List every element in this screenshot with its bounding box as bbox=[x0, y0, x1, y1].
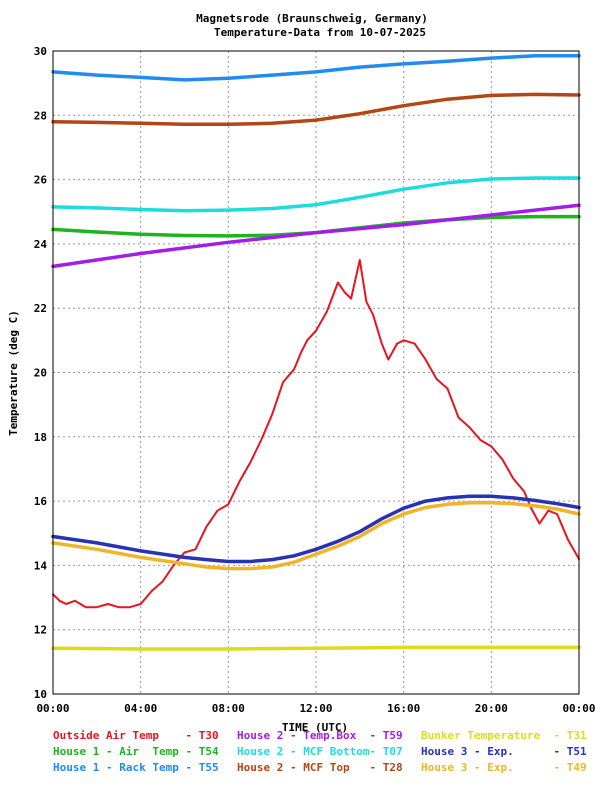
series-line-t59 bbox=[51, 203, 581, 269]
series-line-t31 bbox=[51, 645, 581, 651]
series-line-t30 bbox=[52, 259, 580, 609]
y-axis-label: Temperature (deg C) bbox=[7, 310, 20, 436]
legend-item: House 3 - Exp. - T49 bbox=[421, 761, 587, 774]
y-tick-label: 22 bbox=[34, 302, 47, 315]
x-tick-label: 00:00 bbox=[36, 702, 69, 715]
tick-labels: 10 12 14 16 18 20 22 24 26 28 30 00:00 04:00 08:00 12:… bbox=[34, 45, 596, 715]
y-tick-label: 26 bbox=[34, 174, 48, 187]
y-tick-label: 30 bbox=[34, 45, 47, 58]
x-tick-label: 04:00 bbox=[124, 702, 157, 715]
series-line-t55 bbox=[51, 54, 581, 82]
x-tick-label: 00:00 bbox=[562, 702, 595, 715]
y-tick-label: 16 bbox=[34, 495, 48, 508]
y-tick-label: 20 bbox=[34, 367, 47, 380]
grid bbox=[53, 51, 579, 694]
y-tick-label: 24 bbox=[34, 238, 48, 251]
chart-title-line-1: Magnetsrode (Braunschweig, Germany) bbox=[196, 12, 428, 25]
legend: Outside Air Temp - T30 House 2 - Temp.Box… bbox=[53, 729, 587, 774]
legend-item: House 2 - MCF Top - T28 bbox=[237, 761, 403, 774]
y-tick-label: 18 bbox=[34, 431, 47, 444]
x-tick-label: 12:00 bbox=[299, 702, 332, 715]
legend-item: House 1 - Rack Temp - T55 bbox=[53, 761, 219, 774]
legend-item: Bunker Temperature - T31 bbox=[421, 729, 587, 742]
x-tick-label: 20:00 bbox=[475, 702, 508, 715]
series-layer bbox=[51, 54, 581, 651]
legend-item: House 2 - Temp.Box - T59 bbox=[237, 729, 403, 742]
series-line-t51 bbox=[51, 494, 581, 564]
x-tick-label: 08:00 bbox=[212, 702, 245, 715]
x-tick-label: 16:00 bbox=[387, 702, 420, 715]
y-tick-label: 10 bbox=[34, 688, 47, 701]
series-line-t28 bbox=[51, 92, 581, 127]
series-line-t07 bbox=[51, 176, 581, 213]
legend-item: House 3 - Exp. - T51 bbox=[421, 745, 587, 758]
legend-item: House 1 - Air Temp - T54 bbox=[53, 745, 219, 758]
x-axis-label: TIME (UTC) bbox=[282, 721, 348, 734]
legend-item: House 2 - MCF Bottom- T07 bbox=[237, 745, 403, 758]
chart-title-line-2: Temperature-Data from 10-07-2025 bbox=[214, 26, 426, 39]
legend-item: Outside Air Temp - T30 bbox=[53, 729, 219, 742]
plot-frame bbox=[52, 50, 580, 695]
y-tick-label: 14 bbox=[34, 559, 48, 572]
series-line-t49 bbox=[51, 500, 581, 571]
y-tick-label: 28 bbox=[34, 109, 47, 122]
y-tick-label: 12 bbox=[34, 624, 47, 637]
